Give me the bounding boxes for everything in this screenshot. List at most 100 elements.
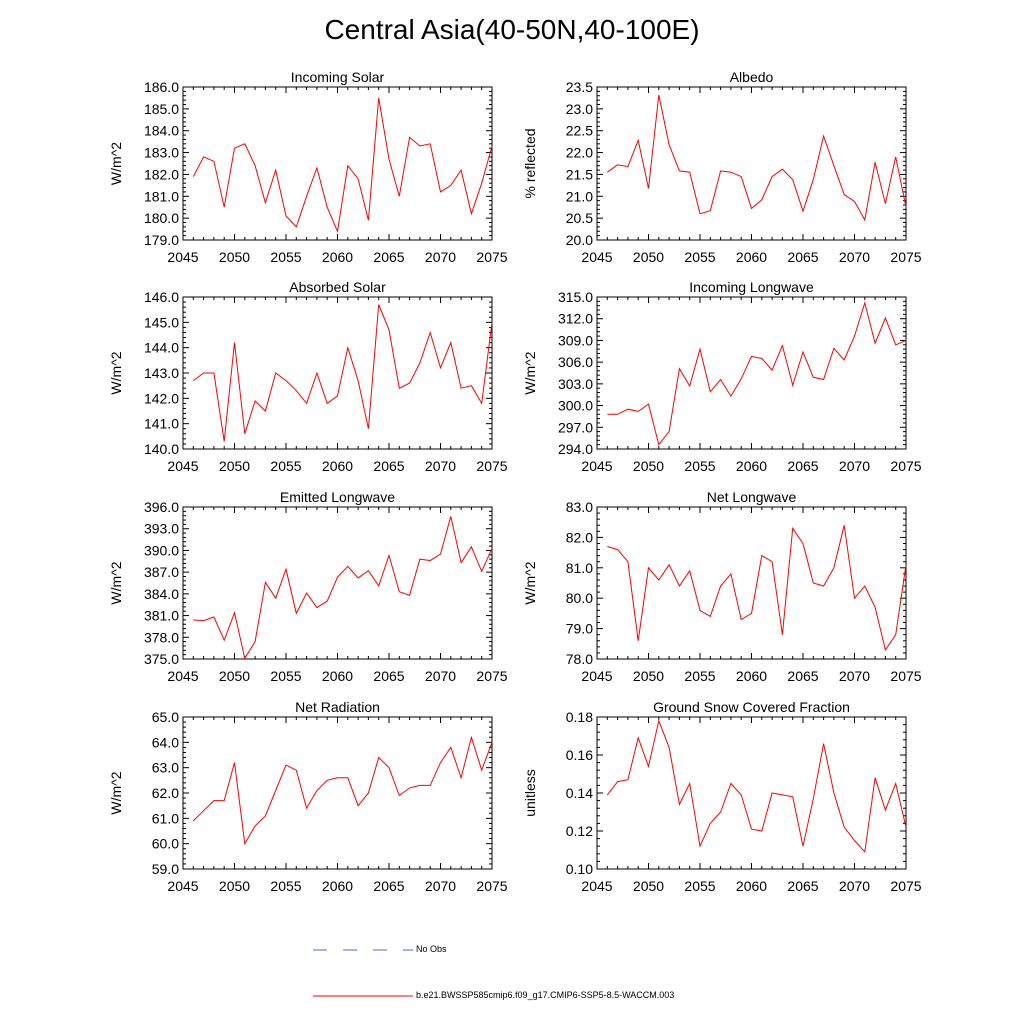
panel-absorbed-solar: Absorbed Solar W/m^2 140.0 141.0 142.0 143.0 1…	[108, 279, 508, 474]
y-tick-label: 80.0	[566, 590, 593, 606]
y-tick-label: 381.0	[144, 608, 179, 624]
x-tick-label: 2075	[890, 458, 921, 474]
panel-title: Incoming Solar	[291, 69, 385, 85]
y-tick-label: 78.0	[566, 651, 593, 667]
y-tick-label: 65.0	[152, 709, 179, 725]
y-tick-label: 22.0	[566, 145, 593, 161]
y-tick-label: 21.5	[566, 166, 593, 182]
x-tick-label: 2070	[839, 878, 870, 894]
x-tick-label: 2060	[322, 668, 353, 684]
y-tick-label: 60.0	[152, 836, 179, 852]
x-tick-label: 2065	[787, 878, 818, 894]
figure-title: Central Asia(40-50N,40-100E)	[324, 14, 700, 45]
x-tick-label: 2045	[581, 458, 612, 474]
y-axis-label: W/m^2	[108, 142, 124, 185]
y-tick-label: 21.0	[566, 188, 593, 204]
x-tick-label: 2060	[322, 458, 353, 474]
x-tick-label: 2050	[219, 878, 250, 894]
x-tick-label: 2050	[633, 878, 664, 894]
x-tick-label: 2060	[322, 249, 353, 265]
x-tick-label: 2075	[476, 249, 507, 265]
y-tick-label: 22.5	[566, 123, 593, 139]
y-tick-label: 294.0	[558, 441, 593, 457]
panel-title: Emitted Longwave	[280, 489, 395, 505]
x-tick-label: 2060	[322, 878, 353, 894]
x-tick-label: 2070	[425, 249, 456, 265]
y-tick-label: 23.0	[566, 101, 593, 117]
x-tick-label: 2055	[270, 458, 301, 474]
y-tick-label: 59.0	[152, 861, 179, 877]
x-tick-label: 2075	[476, 458, 507, 474]
panel-incoming-longwave: Incoming Longwave W/m^2 294.0 297.0 300.0 303…	[522, 279, 922, 474]
x-tick-label: 2045	[581, 878, 612, 894]
plot-frame	[182, 296, 493, 450]
y-tick-label: 81.0	[566, 560, 593, 576]
y-tick-label: 0.18	[566, 709, 593, 725]
x-tick-label: 2050	[633, 668, 664, 684]
y-tick-label: 315.0	[558, 289, 593, 305]
panel-net-radiation: Net Radiation W/m^2 59.0 60.0 61.0 62.0 63.0 64…	[108, 699, 508, 894]
y-tick-label: 186.0	[144, 79, 179, 95]
y-tick-label: 390.0	[144, 542, 179, 558]
y-tick-label: 384.0	[144, 586, 179, 602]
x-tick-label: 2045	[167, 249, 198, 265]
y-axis-label: W/m^2	[108, 771, 124, 814]
y-tick-label: 0.14	[566, 785, 593, 801]
y-tick-label: 375.0	[144, 651, 179, 667]
y-axis-label: unitless	[522, 769, 538, 816]
y-tick-label: 182.0	[144, 166, 179, 182]
x-tick-label: 2050	[219, 249, 250, 265]
y-tick-label: 62.0	[152, 785, 179, 801]
x-tick-label: 2065	[787, 668, 818, 684]
y-tick-label: 183.0	[144, 145, 179, 161]
x-tick-label: 2045	[167, 458, 198, 474]
series-line	[193, 516, 493, 660]
x-tick-label: 2045	[581, 249, 612, 265]
y-tick-label: 141.0	[144, 416, 179, 432]
y-axis-label: W/m^2	[108, 351, 124, 394]
y-tick-label: 143.0	[144, 365, 179, 381]
panel-title: Albedo	[730, 69, 774, 85]
panel-title: Absorbed Solar	[289, 279, 386, 295]
y-tick-label: 20.5	[566, 210, 593, 226]
y-tick-label: 64.0	[152, 734, 179, 750]
y-tick-label: 83.0	[566, 499, 593, 515]
series-line	[607, 94, 907, 222]
panel-ground-snow-covered-fraction: Ground Snow Covered Fraction unitless 0.10…	[522, 699, 922, 894]
x-tick-label: 2045	[167, 878, 198, 894]
y-tick-label: 61.0	[152, 810, 179, 826]
x-tick-label: 2065	[373, 249, 404, 265]
x-tick-label: 2075	[890, 668, 921, 684]
y-tick-label: 145.0	[144, 314, 179, 330]
panel-incoming-solar: Incoming Solar W/m^2 179.0 180.0 181.0 182.0 1…	[108, 69, 508, 265]
y-tick-label: 378.0	[144, 629, 179, 645]
x-tick-label: 2055	[270, 668, 301, 684]
x-tick-label: 2065	[787, 458, 818, 474]
series-line	[606, 719, 907, 854]
panel-title: Net Radiation	[295, 699, 380, 715]
y-tick-label: 185.0	[144, 101, 179, 117]
x-tick-label: 2070	[839, 668, 870, 684]
x-tick-label: 2070	[839, 458, 870, 474]
y-tick-label: 180.0	[144, 210, 179, 226]
y-tick-label: 393.0	[144, 521, 179, 537]
x-tick-label: 2065	[373, 458, 404, 474]
x-tick-label: 2055	[684, 878, 715, 894]
x-tick-label: 2060	[736, 668, 767, 684]
y-tick-label: 179.0	[144, 232, 179, 248]
x-tick-label: 2075	[890, 878, 921, 894]
x-tick-label: 2065	[373, 668, 404, 684]
x-tick-label: 2070	[425, 668, 456, 684]
plot-frame	[182, 716, 493, 870]
y-tick-label: 303.0	[558, 376, 593, 392]
y-axis-label: % reflected	[522, 128, 538, 198]
x-tick-label: 2065	[373, 878, 404, 894]
y-tick-label: 300.0	[558, 398, 593, 414]
series-line	[607, 525, 907, 652]
x-tick-label: 2050	[219, 668, 250, 684]
x-tick-label: 2050	[633, 249, 664, 265]
y-tick-label: 146.0	[144, 289, 179, 305]
y-tick-label: 312.0	[558, 311, 593, 327]
series-line	[192, 97, 493, 234]
